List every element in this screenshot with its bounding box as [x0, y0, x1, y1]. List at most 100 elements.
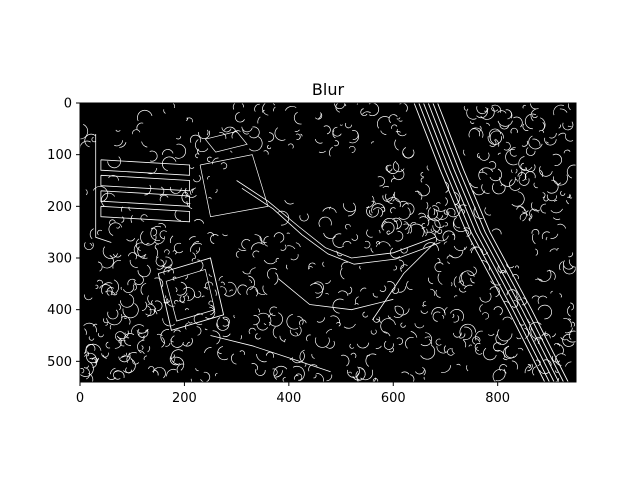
edge-stroke	[222, 233, 228, 236]
edge-stroke	[503, 141, 511, 151]
edge-stroke	[493, 306, 503, 316]
edge-stroke	[517, 172, 527, 182]
edge-stroke	[420, 310, 429, 314]
edge-stroke	[248, 136, 263, 152]
edge-stroke	[295, 332, 298, 336]
edge-stroke	[326, 374, 333, 382]
edge-stroke	[265, 351, 275, 358]
edge-stroke	[529, 208, 539, 218]
edge-stroke	[541, 122, 545, 131]
edge-stroke	[515, 265, 519, 269]
edge-stroke	[456, 363, 461, 366]
edge-stroke	[506, 289, 518, 298]
edge-stroke	[391, 178, 397, 183]
edge-stroke	[240, 335, 242, 340]
edge-stroke	[555, 353, 566, 366]
edge-stroke	[140, 231, 157, 246]
edge-stroke	[84, 351, 90, 357]
edge-stroke	[161, 337, 165, 348]
edge-stroke	[256, 353, 267, 363]
edge-stroke	[378, 229, 381, 234]
edge-stroke	[466, 365, 469, 372]
edge-stroke	[458, 288, 467, 293]
edge-stroke	[469, 182, 478, 189]
edge-stroke	[457, 204, 467, 209]
edge-stroke	[481, 184, 490, 194]
edge-stroke	[269, 306, 278, 316]
edge-stroke	[210, 234, 219, 244]
edge-stroke	[356, 372, 364, 386]
edge-stroke	[289, 326, 302, 337]
edge-stroke	[255, 288, 266, 295]
y-tick-label: 0	[64, 97, 72, 112]
edge-stroke	[185, 275, 189, 280]
edge-stroke	[318, 150, 326, 153]
edge-stroke	[427, 218, 441, 233]
x-tick-label: 200	[172, 391, 197, 406]
edge-stroke	[472, 336, 481, 345]
edge-stroke	[184, 192, 189, 198]
edge-stroke	[563, 260, 574, 270]
edge-stroke	[191, 241, 200, 247]
edge-stroke	[459, 272, 467, 287]
edge-stroke	[383, 331, 391, 337]
edge-stroke	[119, 142, 127, 148]
edge-stroke	[95, 134, 112, 243]
edge-stroke	[518, 323, 525, 326]
edge-stroke	[385, 193, 393, 204]
edge-stroke	[148, 366, 155, 373]
edge-stroke	[146, 305, 152, 318]
edge-stroke	[332, 233, 345, 248]
edge-stroke	[408, 223, 425, 237]
edge-stroke	[125, 367, 132, 374]
edge-stroke	[568, 318, 572, 321]
edge-stroke	[386, 162, 400, 174]
edge-stroke	[387, 315, 392, 319]
edge-stroke	[443, 345, 447, 353]
edge-stroke	[284, 339, 287, 343]
edge-stroke	[564, 327, 573, 334]
edge-stroke	[178, 296, 186, 303]
edge-stroke	[444, 181, 450, 193]
edge-stroke	[458, 333, 466, 339]
edge-stroke	[495, 334, 509, 345]
edge-stroke	[129, 259, 138, 268]
edge-stroke	[424, 336, 431, 339]
edge-stroke	[505, 149, 518, 166]
edge-stroke	[428, 277, 434, 285]
edge-stroke	[89, 228, 94, 240]
edge-stroke	[492, 183, 506, 195]
edge-stroke	[184, 308, 190, 311]
edge-stroke	[308, 262, 316, 270]
edge-stroke	[529, 321, 542, 331]
edge-stroke	[318, 216, 332, 227]
edge-stroke	[208, 197, 212, 200]
edge-stroke	[511, 360, 518, 370]
edge-stroke	[497, 152, 501, 156]
edge-stroke	[164, 249, 170, 255]
edge-stroke	[106, 376, 116, 380]
edge-stroke	[216, 318, 230, 331]
edge-stroke	[478, 167, 494, 181]
edge-stroke	[425, 228, 428, 237]
edge-stroke	[562, 265, 576, 275]
edge-stroke	[330, 315, 340, 324]
edge-stroke	[380, 130, 387, 135]
edge-stroke	[527, 364, 532, 369]
edge-stroke	[522, 210, 529, 213]
edge-stroke	[154, 247, 159, 258]
edge-stroke	[159, 186, 165, 196]
edge-stroke	[366, 355, 371, 357]
edge-stroke	[504, 345, 518, 359]
edge-stroke	[375, 345, 382, 349]
edge-stroke	[121, 206, 124, 212]
edge-stroke	[231, 130, 241, 139]
edge-stroke	[165, 101, 175, 109]
edge-stroke	[123, 284, 135, 293]
edge-stroke	[254, 234, 263, 244]
edge-stroke	[566, 338, 580, 343]
edge-stroke	[156, 259, 165, 270]
edge-stroke	[432, 225, 438, 233]
edge-stroke	[370, 247, 374, 253]
edge-stroke	[379, 285, 387, 292]
